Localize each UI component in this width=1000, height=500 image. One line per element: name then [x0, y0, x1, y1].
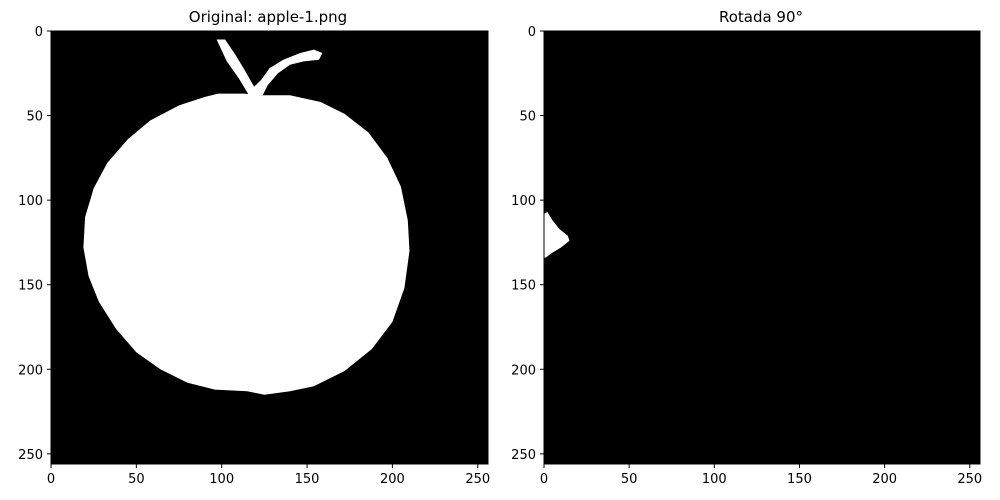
- y-tick-label: 150: [511, 279, 536, 294]
- axes-frame: [50, 30, 489, 465]
- y-tick-label: 250: [511, 448, 536, 463]
- x-tick-label: 50: [621, 472, 638, 487]
- apple-body: [83, 93, 410, 395]
- y-tick-label: 150: [18, 279, 43, 294]
- y-tick-label: 250: [18, 448, 43, 463]
- y-tick-label: 50: [26, 110, 43, 125]
- x-tick-label: 50: [128, 472, 145, 487]
- y-tick-label: 100: [511, 194, 536, 209]
- x-tick-label: 250: [957, 472, 982, 487]
- x-tick-label: 0: [540, 472, 548, 487]
- x-tick-label: 100: [702, 472, 727, 487]
- x-tick-label: 0: [47, 472, 55, 487]
- y-tick-label: 50: [519, 110, 536, 125]
- x-tick-label: 100: [209, 472, 234, 487]
- panel-rotated: Rotada 90° 0 50 100 150 200 250 0 50 100 150 200 25…: [511, 8, 982, 487]
- image-background: [544, 31, 980, 464]
- image-original: [50, 30, 489, 465]
- x-tick-label: 150: [295, 472, 320, 487]
- axis-ticks-original: 0 50 100 150 200 250 0 50 100 150 200 250: [18, 25, 490, 487]
- y-tick-label: 100: [18, 194, 43, 209]
- y-tick-label: 200: [511, 363, 536, 378]
- axis-ticks-rotated: 0 50 100 150 200 250 0 50 100 150 200 250: [511, 25, 982, 487]
- panel-original: Original: apple-1.png 0 50 100 150 200 250 0 50…: [18, 8, 490, 487]
- rotated-fragment: [544, 212, 570, 258]
- panel-title-rotated: Rotada 90°: [719, 8, 803, 26]
- x-tick-label: 200: [380, 472, 405, 487]
- y-tick-label: 200: [18, 363, 43, 378]
- x-tick-label: 150: [787, 472, 812, 487]
- image-rotated: [543, 30, 981, 465]
- y-tick-label: 0: [35, 25, 43, 40]
- x-tick-label: 250: [465, 472, 490, 487]
- y-tick-label: 0: [528, 25, 536, 40]
- panel-title-original: Original: apple-1.png: [189, 8, 347, 26]
- x-tick-label: 200: [872, 472, 897, 487]
- apple-stem-and-leaf: [216, 39, 323, 96]
- axes-frame: [543, 30, 981, 465]
